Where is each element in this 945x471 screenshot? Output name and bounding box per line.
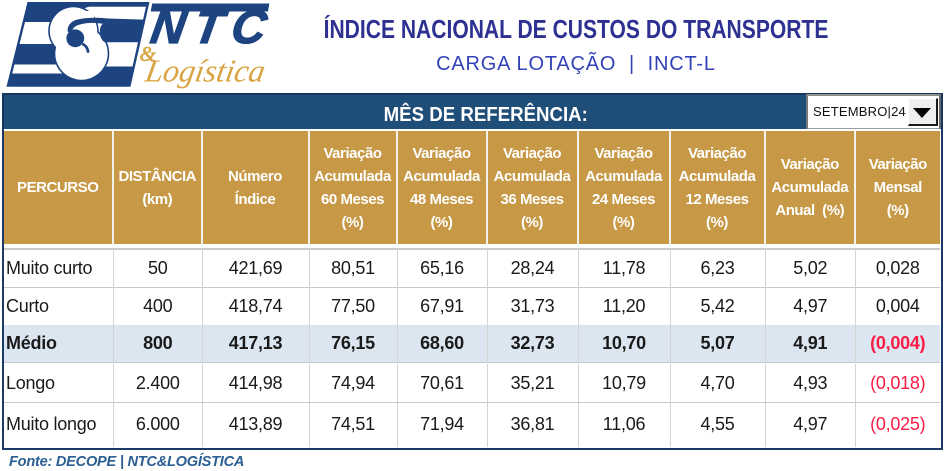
svg-text:NTC: NTC: [147, 2, 276, 54]
svg-text:Logística: Logística: [142, 53, 268, 89]
svg-text:&: &: [140, 42, 157, 66]
